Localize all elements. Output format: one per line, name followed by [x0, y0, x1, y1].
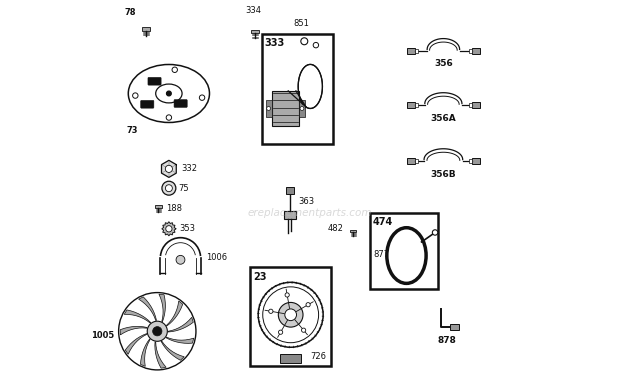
Circle shape — [147, 321, 167, 341]
Circle shape — [258, 282, 323, 347]
Text: 474: 474 — [373, 217, 393, 227]
Bar — [286, 187, 294, 194]
FancyBboxPatch shape — [141, 100, 154, 108]
Text: 482: 482 — [328, 224, 343, 233]
Circle shape — [313, 42, 319, 48]
Bar — [415, 49, 419, 53]
Circle shape — [133, 93, 138, 98]
Bar — [272, 91, 299, 126]
Bar — [251, 30, 259, 33]
Text: 332: 332 — [181, 165, 197, 173]
Circle shape — [301, 328, 306, 332]
Polygon shape — [166, 337, 194, 343]
Bar — [262, 33, 333, 144]
Polygon shape — [120, 326, 147, 335]
Text: 334: 334 — [245, 6, 261, 15]
Text: 851: 851 — [293, 19, 309, 28]
Polygon shape — [141, 339, 150, 366]
Bar — [450, 324, 459, 331]
Bar — [141, 27, 149, 31]
Text: 356B: 356B — [430, 170, 456, 178]
Circle shape — [278, 302, 303, 327]
Circle shape — [162, 181, 176, 195]
FancyBboxPatch shape — [174, 100, 187, 107]
Circle shape — [268, 309, 273, 314]
Bar — [415, 103, 419, 107]
Circle shape — [166, 165, 172, 172]
Bar — [299, 100, 305, 117]
Circle shape — [285, 293, 290, 297]
Bar — [280, 355, 301, 363]
Bar — [407, 158, 415, 164]
Text: 1005: 1005 — [92, 331, 115, 340]
Text: 877: 877 — [374, 250, 390, 259]
Bar — [469, 159, 472, 163]
Circle shape — [432, 230, 438, 235]
Text: 363: 363 — [298, 197, 314, 206]
Ellipse shape — [389, 230, 424, 282]
Ellipse shape — [156, 84, 182, 103]
Bar — [469, 103, 472, 107]
Text: 188: 188 — [166, 204, 182, 213]
Ellipse shape — [388, 229, 425, 283]
Text: ereplacementparts.com: ereplacementparts.com — [248, 208, 372, 218]
Text: 1006: 1006 — [206, 253, 228, 262]
Polygon shape — [159, 294, 166, 322]
FancyBboxPatch shape — [148, 77, 161, 85]
Bar — [472, 48, 480, 54]
Text: 23: 23 — [253, 272, 267, 282]
Polygon shape — [125, 334, 147, 354]
Polygon shape — [161, 341, 184, 360]
Circle shape — [267, 107, 270, 111]
Bar — [250, 267, 331, 366]
Polygon shape — [166, 301, 183, 326]
Circle shape — [167, 91, 171, 96]
Polygon shape — [124, 310, 151, 323]
Bar — [469, 49, 472, 53]
Text: 878: 878 — [438, 336, 457, 345]
Circle shape — [300, 107, 304, 111]
Polygon shape — [168, 317, 193, 332]
Bar — [350, 230, 356, 232]
Circle shape — [153, 327, 162, 336]
Polygon shape — [162, 160, 176, 177]
Text: 75: 75 — [179, 184, 189, 193]
Text: 73: 73 — [126, 126, 138, 135]
Bar — [155, 205, 162, 208]
Circle shape — [166, 115, 172, 120]
Circle shape — [166, 185, 172, 192]
Text: 726: 726 — [310, 352, 326, 361]
Bar — [407, 48, 415, 54]
Bar — [407, 102, 415, 108]
Bar — [265, 100, 272, 117]
Bar — [472, 102, 480, 108]
Circle shape — [285, 309, 296, 320]
Text: 333: 333 — [265, 38, 285, 48]
Text: 356A: 356A — [430, 114, 456, 123]
Bar — [415, 159, 419, 163]
Circle shape — [306, 303, 310, 307]
Circle shape — [118, 293, 196, 370]
Polygon shape — [155, 342, 166, 368]
Text: 356: 356 — [434, 59, 453, 68]
Ellipse shape — [128, 64, 210, 123]
Text: 78: 78 — [125, 8, 136, 17]
Bar — [472, 158, 480, 164]
Text: 353: 353 — [180, 224, 196, 233]
Circle shape — [200, 95, 205, 100]
Circle shape — [166, 226, 172, 232]
Polygon shape — [162, 222, 176, 236]
Polygon shape — [139, 297, 156, 320]
Circle shape — [176, 255, 185, 264]
Bar — [284, 211, 296, 219]
Circle shape — [172, 67, 177, 73]
Circle shape — [301, 38, 308, 45]
Bar — [370, 213, 438, 289]
Circle shape — [278, 330, 283, 334]
Circle shape — [263, 287, 319, 343]
